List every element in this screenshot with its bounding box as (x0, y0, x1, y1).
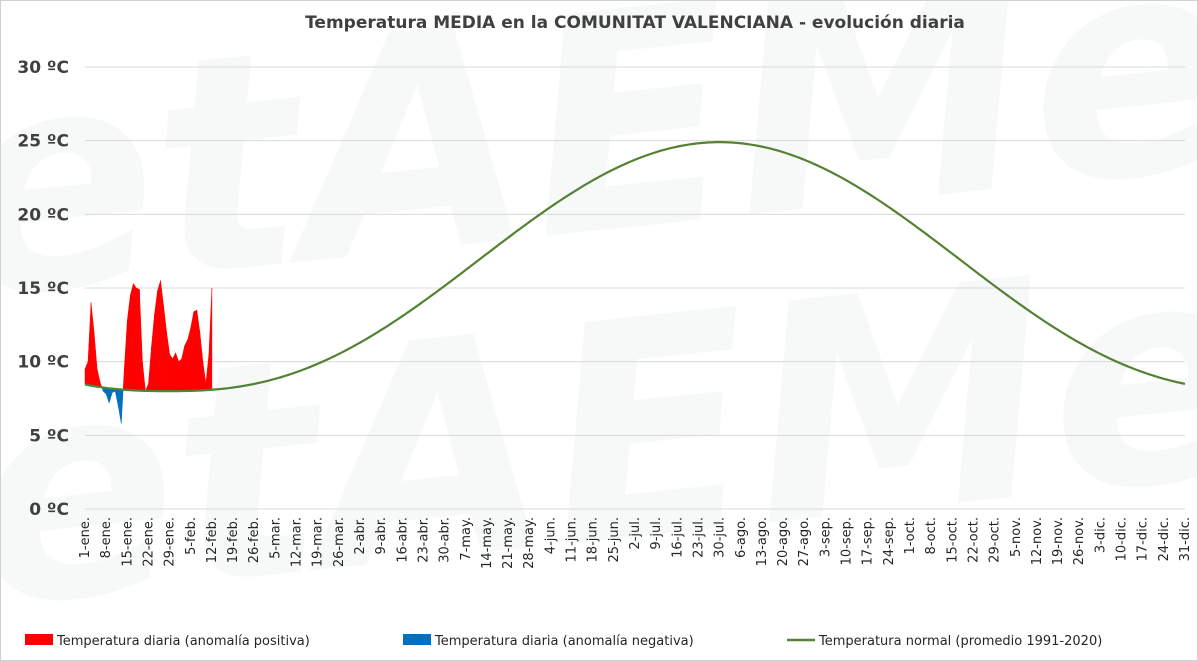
x-tick-label: 23-jul. (691, 517, 706, 558)
x-tick-label: 22-oct. (966, 517, 981, 563)
x-tick-label: 23-abr. (416, 517, 431, 563)
daily-anomaly-positive (193, 309, 198, 392)
daily-anomaly-positive (133, 282, 137, 391)
legend-label-normal: Temperatura normal (promedio 1991-2020) (818, 634, 1102, 649)
x-tick-label: 12-mar. (290, 517, 305, 567)
y-tick-label: 15 ºC (17, 279, 69, 299)
x-tick-label: 28-may. (522, 517, 537, 569)
x-tick-label: 18-jun. (586, 517, 601, 562)
legend-swatch-positive (25, 634, 53, 645)
x-tick-label: 10-sep. (840, 517, 855, 565)
x-tick-label: 26-nov. (1072, 517, 1087, 565)
y-tick-label: 20 ºC (17, 205, 69, 225)
x-tick-label: 21-may. (501, 517, 516, 569)
daily-anomaly-positive (130, 283, 134, 391)
grid-lines (85, 66, 1185, 510)
x-tick-label: 27-ago. (797, 517, 812, 566)
x-tick-label: 1-oct. (903, 517, 918, 555)
x-tick-label: 25-jun. (607, 517, 622, 562)
x-tick-label: 16-jul. (670, 517, 685, 558)
x-tick-label: 19-nov. (1051, 517, 1066, 565)
x-tick-label: 15-ene. (120, 517, 135, 567)
daily-anomaly-positive (157, 280, 161, 392)
x-tick-label: 26-mar. (332, 517, 347, 567)
y-tick-label: 5 ºC (29, 426, 69, 446)
legend-label-positive: Temperatura diaria (anomalía positiva) (56, 634, 310, 649)
x-tick-label: 2-jul. (628, 517, 643, 550)
x-tick-label: 19-mar. (311, 517, 326, 567)
y-tick-label: 0 ºC (29, 500, 69, 520)
x-tick-label: 29-ene. (163, 517, 178, 567)
x-tick-label: 9-abr. (374, 517, 389, 554)
daily-anomaly-positive (178, 358, 182, 392)
x-tick-label: 17-dic. (1136, 517, 1151, 561)
chart-title: Temperatura MEDIA en la COMUNITAT VALENC… (305, 13, 965, 33)
x-axis: 1-ene. 8-ene. 15-ene. 22-ene. 29-ene. 5-feb. 1… (78, 517, 1193, 569)
daily-anomaly-positive (184, 339, 188, 392)
x-tick-label: 12-nov. (1030, 517, 1045, 565)
x-tick-label: 16-abr. (395, 517, 410, 563)
normal-temperature-line (84, 141, 1186, 393)
x-tick-label: 24-dic. (1157, 517, 1172, 561)
x-tick-label: 17-sep. (861, 517, 876, 565)
x-tick-label: 5-feb. (184, 517, 199, 555)
daily-anomaly-positive (172, 352, 176, 392)
x-tick-label: 11-jun. (565, 517, 580, 562)
legend: Temperatura diaria (anomalía positiva) T… (25, 634, 1102, 649)
x-tick-label: 9-jul. (649, 517, 664, 550)
x-tick-label: 30-jul. (713, 517, 728, 558)
x-tick-label: 30-abr. (438, 517, 453, 563)
x-tick-label: 6-ago. (734, 517, 749, 558)
x-tick-label: 22-ene. (141, 517, 156, 567)
x-tick-label: 7-may. (459, 517, 474, 561)
x-tick-label: 8-ene. (99, 517, 114, 558)
x-tick-label: 29-oct. (988, 517, 1003, 563)
daily-anomaly-positive (169, 353, 173, 392)
x-tick-label: 1-ene. (78, 517, 93, 558)
x-tick-label: 31-dic. (1178, 517, 1193, 561)
daily-anomaly-positive (136, 287, 140, 391)
legend-swatch-negative (403, 634, 431, 645)
x-tick-label: 20-ago. (776, 517, 791, 566)
y-axis: 0 ºC 5 ºC 10 ºC 15 ºC 20 ºC 25 ºC 30 ºC (17, 58, 69, 520)
x-tick-label: 19-feb. (226, 517, 241, 563)
x-tick-label: 2-abr. (353, 517, 368, 554)
x-tick-label: 3-dic. (1093, 517, 1108, 553)
x-tick-label: 14-may. (480, 517, 495, 569)
x-tick-label: 10-dic. (1115, 517, 1130, 561)
series-layer (84, 141, 1186, 424)
legend-label-negative: Temperatura diaria (anomalía negativa) (434, 634, 694, 649)
y-tick-label: 30 ºC (17, 58, 69, 78)
x-tick-label: 3-sep. (818, 517, 833, 557)
x-tick-label: 13-ago. (755, 517, 770, 566)
x-tick-label: 24-sep. (882, 517, 897, 565)
x-tick-label: 12-feb. (205, 517, 220, 563)
y-tick-label: 25 ºC (17, 132, 69, 152)
x-tick-label: 26-feb. (247, 517, 262, 563)
x-tick-label: 8-oct. (924, 517, 939, 555)
x-tick-label: 4-jun. (543, 517, 558, 554)
daily-anomaly-positive (187, 327, 192, 392)
y-tick-label: 10 ºC (17, 353, 69, 373)
x-tick-label: 5-nov. (1009, 517, 1024, 557)
x-tick-label: 5-mar. (268, 517, 283, 559)
x-tick-label: 15-oct. (945, 517, 960, 563)
